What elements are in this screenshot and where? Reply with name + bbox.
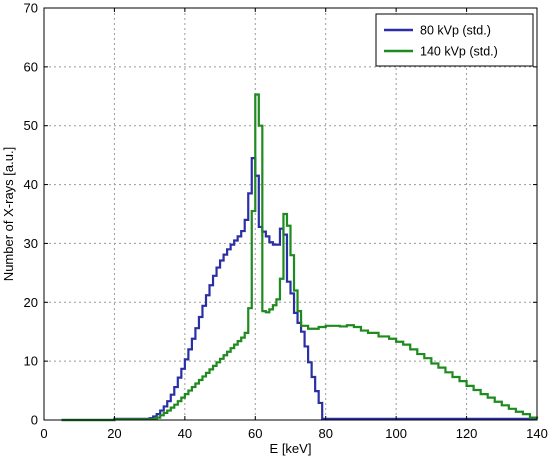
y-tick-label: 70 xyxy=(24,1,38,16)
x-tick-label: 40 xyxy=(178,426,192,441)
x-tick-label: 120 xyxy=(456,426,478,441)
y-axis-label: Number of X-rays [a.u.] xyxy=(1,147,16,281)
x-tick-label: 80 xyxy=(318,426,332,441)
x-tick-label: 0 xyxy=(40,426,47,441)
legend-box xyxy=(375,13,534,67)
x-tick-label: 20 xyxy=(107,426,121,441)
y-tick-label: 40 xyxy=(24,177,38,192)
grid xyxy=(44,8,537,420)
plot-background xyxy=(44,8,537,420)
legend: 80 kVp (std.) 140 kVp (std.) xyxy=(375,13,534,67)
x-tick-label: 60 xyxy=(248,426,262,441)
y-tick-label: 60 xyxy=(24,59,38,74)
y-tick-label: 30 xyxy=(24,236,38,251)
y-tick-label: 50 xyxy=(24,118,38,133)
x-tick-label: 140 xyxy=(526,426,548,441)
series-line-2 xyxy=(61,93,539,422)
x-axis-label: E [keV] xyxy=(270,441,312,456)
series-layer xyxy=(61,93,539,422)
x-tick-label: 100 xyxy=(385,426,407,441)
legend-label: 80 kVp (std.) xyxy=(420,24,491,38)
series-line-1 xyxy=(61,156,537,422)
y-tick-label: 20 xyxy=(24,295,38,310)
legend-label: 140 kVp (std.) xyxy=(420,45,498,59)
plot-frame xyxy=(43,7,538,421)
y-tick-label: 0 xyxy=(31,413,38,428)
y-tick-label: 10 xyxy=(24,354,38,369)
axis-ticks: 0 20 40 60 80 100 120 140 0 10 20 30 40 50 60 70 xyxy=(24,1,548,442)
